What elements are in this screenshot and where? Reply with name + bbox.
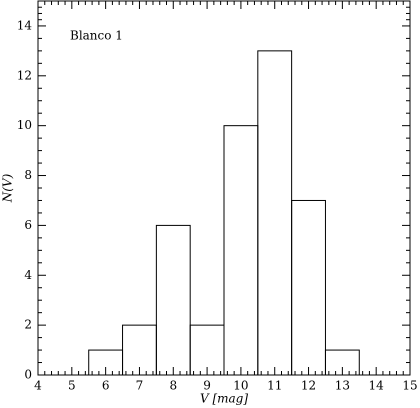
annotation: Blanco 1 — [70, 29, 123, 43]
x-tick-label: 4 — [34, 379, 42, 393]
y-tick-label: 10 — [17, 118, 32, 132]
bar — [257, 50, 293, 376]
y-tick-label: 4 — [24, 268, 32, 282]
x-tick-label: 10 — [233, 379, 248, 393]
x-tick-label: 13 — [335, 379, 350, 393]
x-tick-label: 9 — [203, 379, 211, 393]
bar — [223, 125, 259, 376]
x-tick-label: 14 — [369, 379, 385, 393]
bar — [155, 224, 191, 376]
x-tick-label: 11 — [267, 379, 282, 393]
x-tick-label: 8 — [169, 379, 177, 393]
x-tick-label: 7 — [136, 379, 144, 393]
x-tick-label: 15 — [402, 379, 417, 393]
x-tick-label: 6 — [102, 379, 110, 393]
y-tick-label: 12 — [17, 68, 32, 82]
x-axis-label: V [mag] — [200, 392, 248, 406]
y-tick-label: 8 — [24, 168, 32, 182]
x-tick-label: 5 — [68, 379, 76, 393]
y-tick-label: 2 — [24, 318, 32, 332]
y-tick-label: 0 — [24, 368, 32, 382]
y-tick-label: 6 — [24, 218, 32, 232]
y-tick-label: 14 — [17, 18, 33, 32]
y-axis-label: N(V) — [1, 173, 15, 203]
x-tick-label: 12 — [301, 379, 316, 393]
bar — [291, 199, 326, 376]
